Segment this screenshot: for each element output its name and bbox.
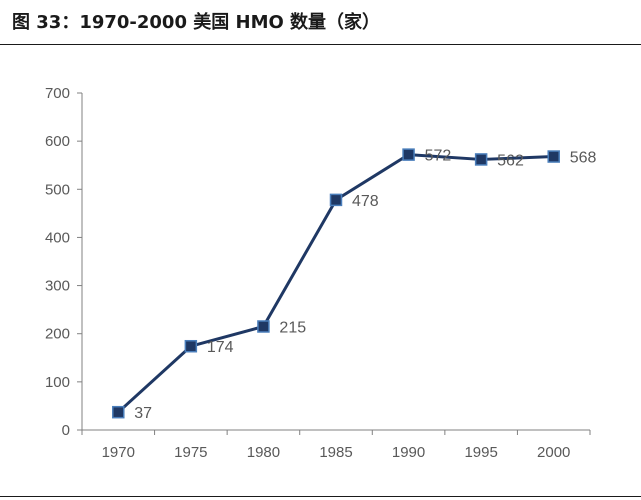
- chart-axes: 0 100 200 300 400 500 600 700 1970 1975 1980 1985 19…: [45, 85, 591, 461]
- x-tick-label: 1990: [392, 444, 425, 461]
- y-tick-label: 600: [45, 133, 70, 150]
- data-label: 174: [207, 339, 234, 356]
- chart-data-labels: 37 174 215 478 572 562 568: [134, 148, 596, 423]
- data-point-marker: [547, 150, 560, 163]
- data-point-marker: [402, 148, 415, 161]
- data-label: 572: [425, 148, 452, 165]
- y-tick-label: 200: [45, 326, 70, 343]
- x-tick-label: 2000: [537, 444, 570, 461]
- y-tick-label: 100: [45, 374, 70, 391]
- y-tick-label: 300: [45, 278, 70, 295]
- y-tick-label: 400: [45, 229, 70, 246]
- data-point-marker: [184, 339, 198, 353]
- x-tick-label: 1970: [102, 444, 135, 461]
- x-tick-label: 1995: [464, 444, 497, 461]
- data-label: 562: [497, 152, 524, 169]
- x-tick-label: 1980: [247, 444, 280, 461]
- x-tick-label: 1975: [174, 444, 207, 461]
- data-point-marker: [257, 320, 270, 333]
- figure-title: 图 33：1970-2000 美国 HMO 数量（家）: [12, 12, 381, 33]
- data-point-marker: [474, 153, 488, 166]
- data-label: 568: [570, 150, 597, 167]
- data-label: 215: [279, 319, 306, 336]
- title-divider: [0, 44, 641, 45]
- series-line: [117, 153, 554, 414]
- y-tick-label: 500: [45, 181, 70, 198]
- bottom-divider: [0, 496, 641, 497]
- data-label: 478: [352, 193, 379, 210]
- x-tick-label: 1985: [319, 444, 352, 461]
- data-label: 37: [134, 405, 152, 422]
- data-point-marker: [112, 405, 125, 419]
- y-tick-label: 0: [62, 422, 70, 439]
- y-tick-label: 700: [45, 85, 70, 102]
- chart-series: [112, 148, 560, 419]
- data-point-marker: [329, 193, 343, 207]
